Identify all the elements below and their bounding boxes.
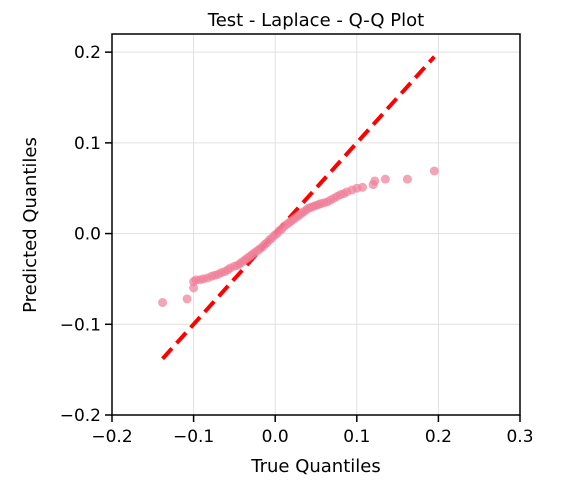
data-point bbox=[402, 174, 412, 184]
y-tick-label: 0.2 bbox=[74, 43, 101, 63]
x-tick-label: 0.3 bbox=[506, 427, 533, 447]
y-axis-title: Predicted Quantiles bbox=[20, 137, 41, 313]
x-tick-label: 0.1 bbox=[343, 427, 370, 447]
x-axis-ticks: −0.2 −0.1 0.0 0.1 0.2 0.3 bbox=[91, 415, 534, 447]
y-tick-label: 0.1 bbox=[74, 134, 101, 154]
chart-title: Test - Laplace - Q-Q Plot bbox=[207, 10, 424, 31]
y-tick-label: −0.2 bbox=[60, 406, 101, 426]
data-point bbox=[358, 182, 368, 192]
data-point bbox=[189, 283, 199, 293]
scatter-points bbox=[158, 166, 439, 308]
data-point bbox=[429, 166, 439, 176]
x-axis-title: True Quantiles bbox=[250, 456, 380, 477]
data-point bbox=[158, 298, 168, 308]
x-tick-label: −0.2 bbox=[91, 427, 132, 447]
x-tick-label: 0.2 bbox=[425, 427, 452, 447]
y-axis-ticks: −0.2 −0.1 0.0 0.1 0.2 bbox=[60, 43, 112, 426]
reference-line bbox=[161, 55, 436, 361]
y-tick-label: −0.1 bbox=[60, 315, 101, 335]
data-point bbox=[380, 174, 390, 184]
data-point bbox=[370, 176, 380, 186]
x-tick-label: 0.0 bbox=[262, 427, 289, 447]
grid-lines bbox=[111, 34, 521, 416]
plot-frame bbox=[111, 33, 521, 416]
x-tick-label: −0.1 bbox=[173, 427, 214, 447]
y-tick-label: 0.0 bbox=[74, 225, 101, 245]
data-point bbox=[182, 294, 192, 304]
